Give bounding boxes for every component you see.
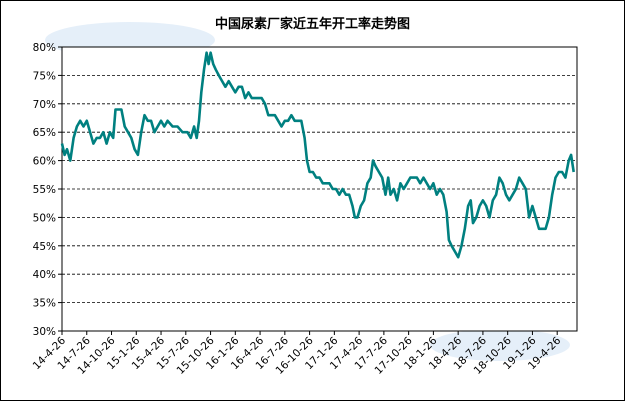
gridlines <box>62 75 577 304</box>
y-axis-ticks: 30% 35% 40% 45% 50% 55% 60% 65% 70% 75% 80% <box>33 42 62 338</box>
y-tick-label: 75% <box>33 70 56 82</box>
y-tick-label: 55% <box>33 184 56 196</box>
series-line <box>60 51 575 259</box>
y-tick-label: 80% <box>33 42 56 54</box>
y-tick-label: 45% <box>33 241 56 253</box>
y-tick-label: 50% <box>33 212 56 224</box>
y-tick-label: 35% <box>33 298 56 310</box>
y-tick-label: 65% <box>33 127 56 139</box>
y-tick-label: 30% <box>33 326 56 338</box>
chart-title: 中国尿素厂家近五年开工率走势图 <box>214 17 410 32</box>
y-tick-label: 60% <box>33 156 56 168</box>
y-tick-label: 70% <box>33 99 56 111</box>
y-tick-label: 40% <box>33 269 56 281</box>
series-group <box>60 51 575 259</box>
